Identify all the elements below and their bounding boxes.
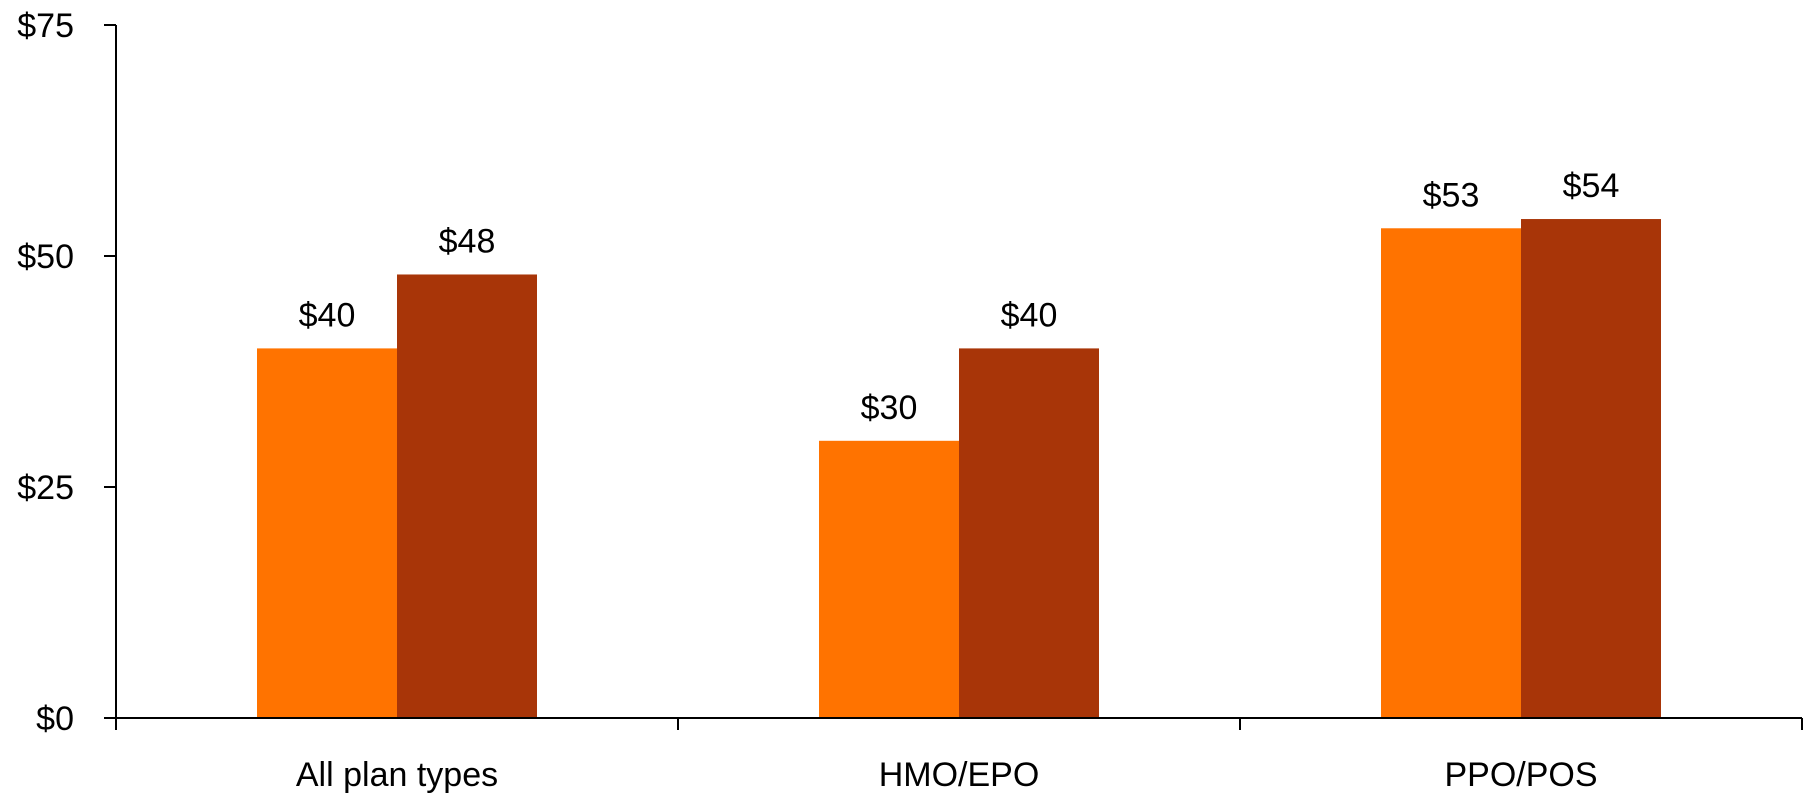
- x-category-label: HMO/EPO: [879, 756, 1040, 794]
- bar: [397, 274, 537, 718]
- x-category-label: All plan types: [296, 756, 498, 794]
- y-tick-label: $75: [17, 7, 74, 45]
- y-tick-label: $25: [17, 469, 74, 507]
- y-axis: $0 $25 $50 $75: [17, 7, 117, 738]
- data-label: $53: [1423, 176, 1480, 214]
- y-tick-label: $0: [36, 700, 74, 738]
- x-axis: All plan types HMO/EPO PPO/POS: [115, 717, 1803, 794]
- data-labels: $40 $48 $30 $40 $53 $54: [299, 167, 1620, 427]
- data-label: $54: [1563, 167, 1620, 205]
- bar: [257, 348, 397, 718]
- data-label: $40: [1001, 296, 1058, 334]
- bar: [1521, 219, 1661, 719]
- data-label: $48: [439, 222, 496, 260]
- bar: [1381, 228, 1521, 718]
- bar: [819, 440, 959, 718]
- data-label: $40: [299, 296, 356, 334]
- bars: [257, 219, 1661, 719]
- x-category-label: PPO/POS: [1444, 756, 1597, 794]
- bar: [959, 348, 1099, 718]
- data-label: $30: [861, 389, 918, 427]
- y-tick-label: $50: [17, 238, 74, 276]
